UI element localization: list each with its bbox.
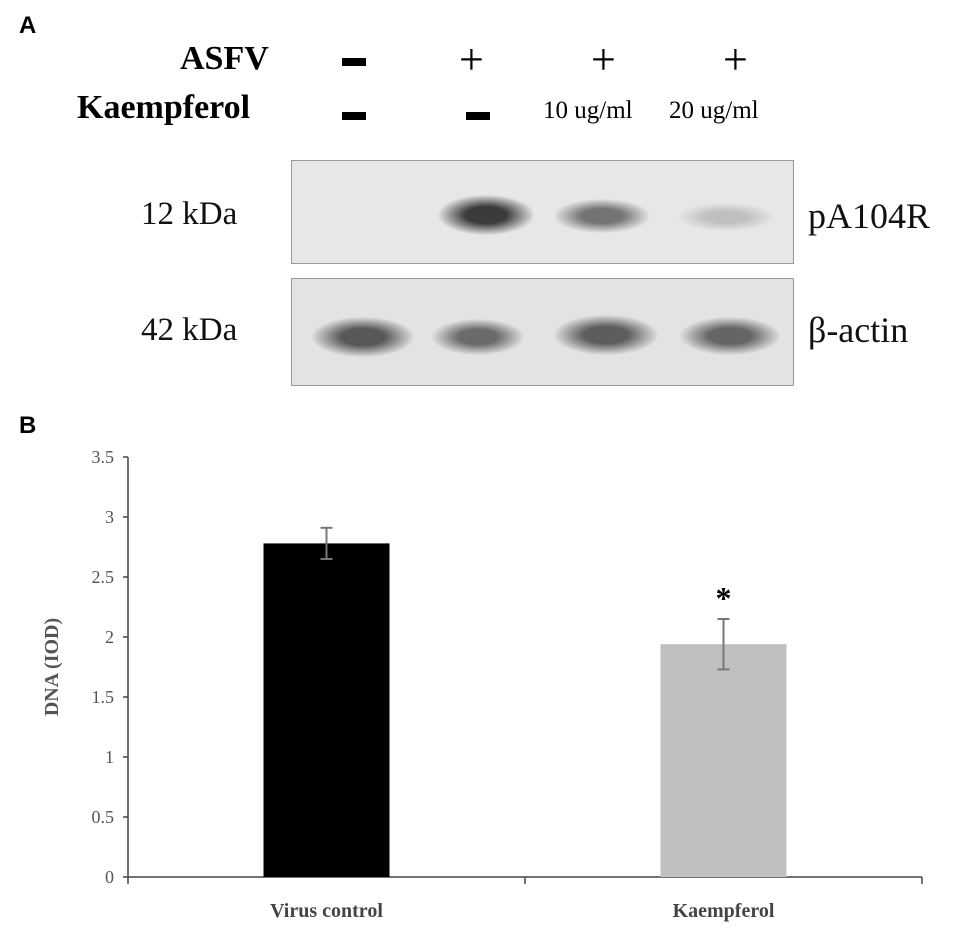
asfv-sign-2: + [459, 35, 484, 84]
asfv-row-label: ASFV [180, 40, 269, 77]
bar-2 [660, 644, 787, 877]
asfv-sign-3: + [591, 35, 616, 84]
blot-top-band-2 [438, 195, 534, 235]
blot-top-protein-label: pA104R [808, 196, 931, 236]
kaempferol-sign-2 [466, 112, 490, 120]
significance-marker: * [716, 580, 732, 616]
blot-top [291, 160, 794, 264]
blot-top-band-3 [554, 199, 650, 233]
kaempferol-row-label: Kaempferol [77, 89, 251, 126]
blot-bottom-protein-label: β-actin [808, 310, 909, 350]
y-tick-label: 0 [105, 867, 114, 887]
kaempferol-dose-20: 20 ug/ml [669, 97, 759, 124]
blot-bottom-band-4 [680, 317, 780, 355]
y-tick-label: 2.5 [92, 567, 115, 587]
y-tick-label: 0.5 [92, 807, 115, 827]
y-tick-label: 1.5 [92, 687, 115, 707]
blot-bottom-band-1 [312, 317, 414, 357]
blot-bottom-band-3 [554, 315, 658, 355]
x-tick-label: Virus control [270, 900, 383, 922]
blot-top-mw-label: 12 kDa [141, 196, 238, 232]
blot-bottom [291, 278, 794, 386]
x-tick-label: Kaempferol [673, 900, 775, 922]
blot-bottom-band-2 [432, 319, 524, 355]
asfv-sign-1 [342, 58, 366, 66]
y-tick-label: 2 [105, 627, 114, 647]
y-tick-label: 1 [105, 747, 114, 767]
kaempferol-sign-1 [342, 112, 366, 120]
asfv-sign-4: + [723, 35, 748, 84]
y-tick-label: 3.5 [92, 447, 115, 467]
y-tick-label: 3 [105, 507, 114, 527]
y-axis-label: DNA (IOD) [41, 618, 63, 716]
panel-a-letter: A [19, 12, 37, 39]
blot-bottom-mw-label: 42 kDa [141, 312, 238, 348]
panel-b-letter: B [19, 412, 37, 439]
bar-1 [263, 543, 390, 877]
blot-top-band-4 [678, 203, 774, 231]
kaempferol-dose-10: 10 ug/ml [543, 97, 633, 124]
